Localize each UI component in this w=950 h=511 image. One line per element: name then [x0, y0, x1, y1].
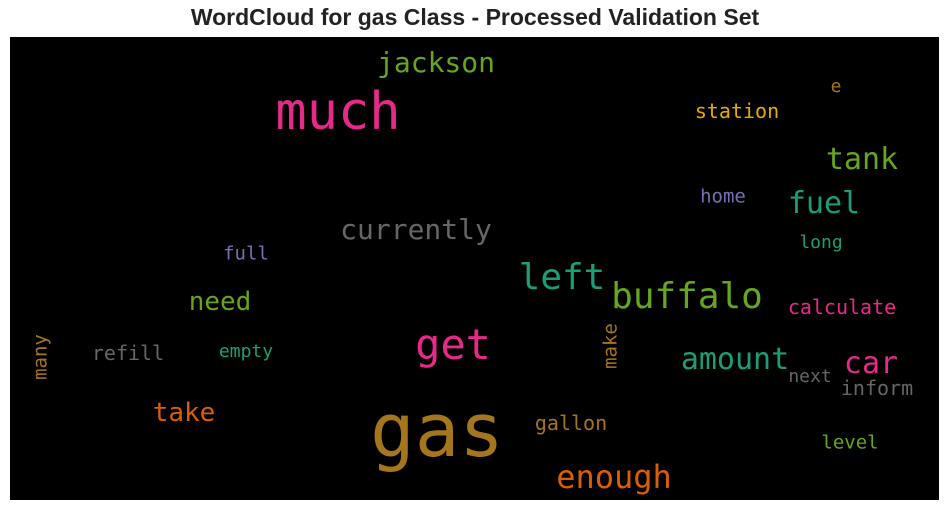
- word-home: home: [700, 185, 746, 208]
- word-left: left: [518, 257, 606, 298]
- word-enough: enough: [556, 458, 672, 496]
- word-amount: amount: [680, 342, 790, 377]
- word-take: take: [152, 398, 216, 428]
- word-station: station: [694, 99, 780, 123]
- word-gas: gas: [370, 388, 504, 474]
- word-tank: tank: [825, 142, 899, 177]
- word-calculate: calculate: [787, 295, 897, 319]
- word-level: level: [821, 431, 879, 454]
- word-fuel: fuel: [787, 186, 861, 221]
- word-empty: empty: [218, 341, 274, 362]
- word-make: make: [599, 323, 622, 369]
- word-need: need: [188, 287, 252, 317]
- word-much: much: [275, 82, 401, 142]
- word-jackson: jackson: [376, 46, 496, 79]
- word-long: long: [799, 232, 843, 253]
- chart-title: WordCloud for gas Class - Processed Vali…: [190, 4, 760, 30]
- word-gallon: gallon: [534, 411, 608, 435]
- word-buffalo: buffalo: [611, 276, 763, 317]
- word-currently: currently: [340, 213, 492, 246]
- word-cloud-canvas: gas much get buffalo left enough amount car jack…: [10, 37, 939, 500]
- word-refill: refill: [91, 341, 165, 365]
- word-get: get: [415, 320, 491, 369]
- word-inform: inform: [840, 376, 914, 400]
- word-many: many: [29, 334, 52, 380]
- word-next: next: [788, 366, 832, 387]
- word-car: car: [843, 346, 899, 381]
- word-e: e: [830, 76, 842, 97]
- word-full: full: [223, 242, 269, 265]
